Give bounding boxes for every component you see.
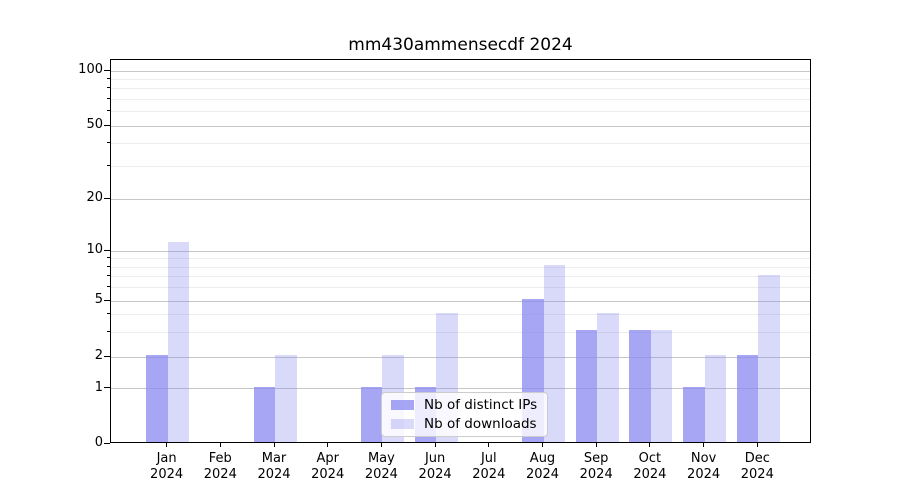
gridline-minor [111,314,810,316]
gridline-major [111,356,810,358]
x-tick-mark [595,443,597,447]
y-tick-label: 2 [94,348,103,363]
y-minor-tick-mark [107,286,110,288]
gridline-minor [111,258,810,260]
legend-label-distinct-ips: Nb of distinct IPs [424,397,538,414]
y-tick-label: 1 [94,379,103,395]
x-tick-mark [649,443,651,447]
gridline-major [111,198,810,200]
x-tick-label: Mar 2024 [257,451,291,482]
y-tick-mark [104,387,110,388]
x-tick-label: Dec 2024 [740,451,774,482]
bar-downloads [704,355,727,442]
x-tick-mark [542,443,543,447]
y-minor-tick-mark [107,142,110,144]
x-tick-label: Apr 2024 [311,451,345,482]
plot-area [110,59,811,443]
bar-downloads [543,265,565,442]
x-tick-mark [703,443,705,447]
x-tick-mark [434,443,436,447]
bar-distinct-ips [253,386,275,442]
x-tick-label: Jun 2024 [418,451,452,482]
y-minor-tick-mark [107,77,110,79]
y-tick-label: 0 [94,435,103,450]
legend-swatch-distinct-ips [391,400,414,411]
x-tick-mark [166,443,168,447]
gridline-minor [111,276,810,278]
x-tick-label: Jul 2024 [472,451,506,482]
y-minor-tick-mark [107,87,110,89]
bar-downloads [758,274,780,442]
x-tick-mark [756,443,758,447]
gridline-major [111,125,810,127]
legend-item-downloads: Nb of downloads [391,416,541,432]
y-minor-tick-mark [107,97,110,99]
y-tick-mark [104,442,110,444]
y-tick-label: 5 [94,292,103,307]
x-tick-label: Nov 2024 [687,451,721,482]
bar-downloads [167,241,190,442]
x-tick-mark [273,443,275,447]
bar-distinct-ips [629,330,651,442]
chart-title: mm430ammensecdf 2024 [348,35,573,55]
bar-distinct-ips [360,386,383,442]
legend-item-distinct-ips: Nb of distinct IPs [391,397,541,413]
y-minor-tick-mark [107,265,110,267]
y-minor-tick-mark [107,330,110,332]
bar-distinct-ips [736,355,759,442]
bar-downloads [597,312,619,442]
y-tick-label: 20 [86,190,103,205]
x-tick-mark [380,443,382,447]
y-tick-mark [104,124,110,126]
gridline-minor [111,111,810,113]
y-minor-tick-mark [107,257,110,259]
x-tick-label: Feb 2024 [203,451,237,482]
x-tick-mark [219,443,221,447]
y-tick-mark [104,197,110,199]
x-tick-label: Sep 2024 [579,451,613,482]
bar-distinct-ips [575,330,598,442]
gridline-minor [111,266,810,268]
y-tick-label: 50 [86,117,103,132]
gridline-minor [111,143,810,145]
y-minor-tick-mark [107,110,110,112]
bar-distinct-ips [146,355,168,442]
gridline-minor [111,88,810,90]
y-tick-mark [104,69,110,71]
x-tick-label: Oct 2024 [633,451,667,482]
x-tick-label: Jan 2024 [150,451,184,482]
y-tick-label: 100 [78,62,103,77]
x-tick-mark [327,443,329,447]
gridline-major [111,250,810,252]
gridline-major [111,70,810,72]
gridline-minor [111,78,810,80]
y-tick-mark [104,355,110,357]
bar-downloads [650,330,673,442]
legend-label-downloads: Nb of downloads [424,415,537,432]
gridline-minor [111,166,810,168]
y-tick-label: 10 [86,242,103,257]
gridline-minor [111,287,810,289]
gridline-major [111,300,810,302]
x-tick-label: May 2024 [364,451,398,482]
gridline-major [111,388,810,389]
x-tick-mark [488,443,490,447]
legend: Nb of distinct IPs Nb of downloads [381,392,548,437]
y-minor-tick-mark [107,165,110,167]
y-tick-mark [104,249,110,251]
y-minor-tick-mark [107,275,110,277]
y-tick-mark [104,299,110,301]
legend-swatch-downloads [391,418,414,429]
y-minor-tick-mark [107,313,110,315]
bar-distinct-ips [683,386,705,442]
x-tick-label: Aug 2024 [525,451,560,482]
gridline-minor [111,98,810,100]
gridline-minor [111,331,810,333]
bar-downloads [275,355,297,442]
